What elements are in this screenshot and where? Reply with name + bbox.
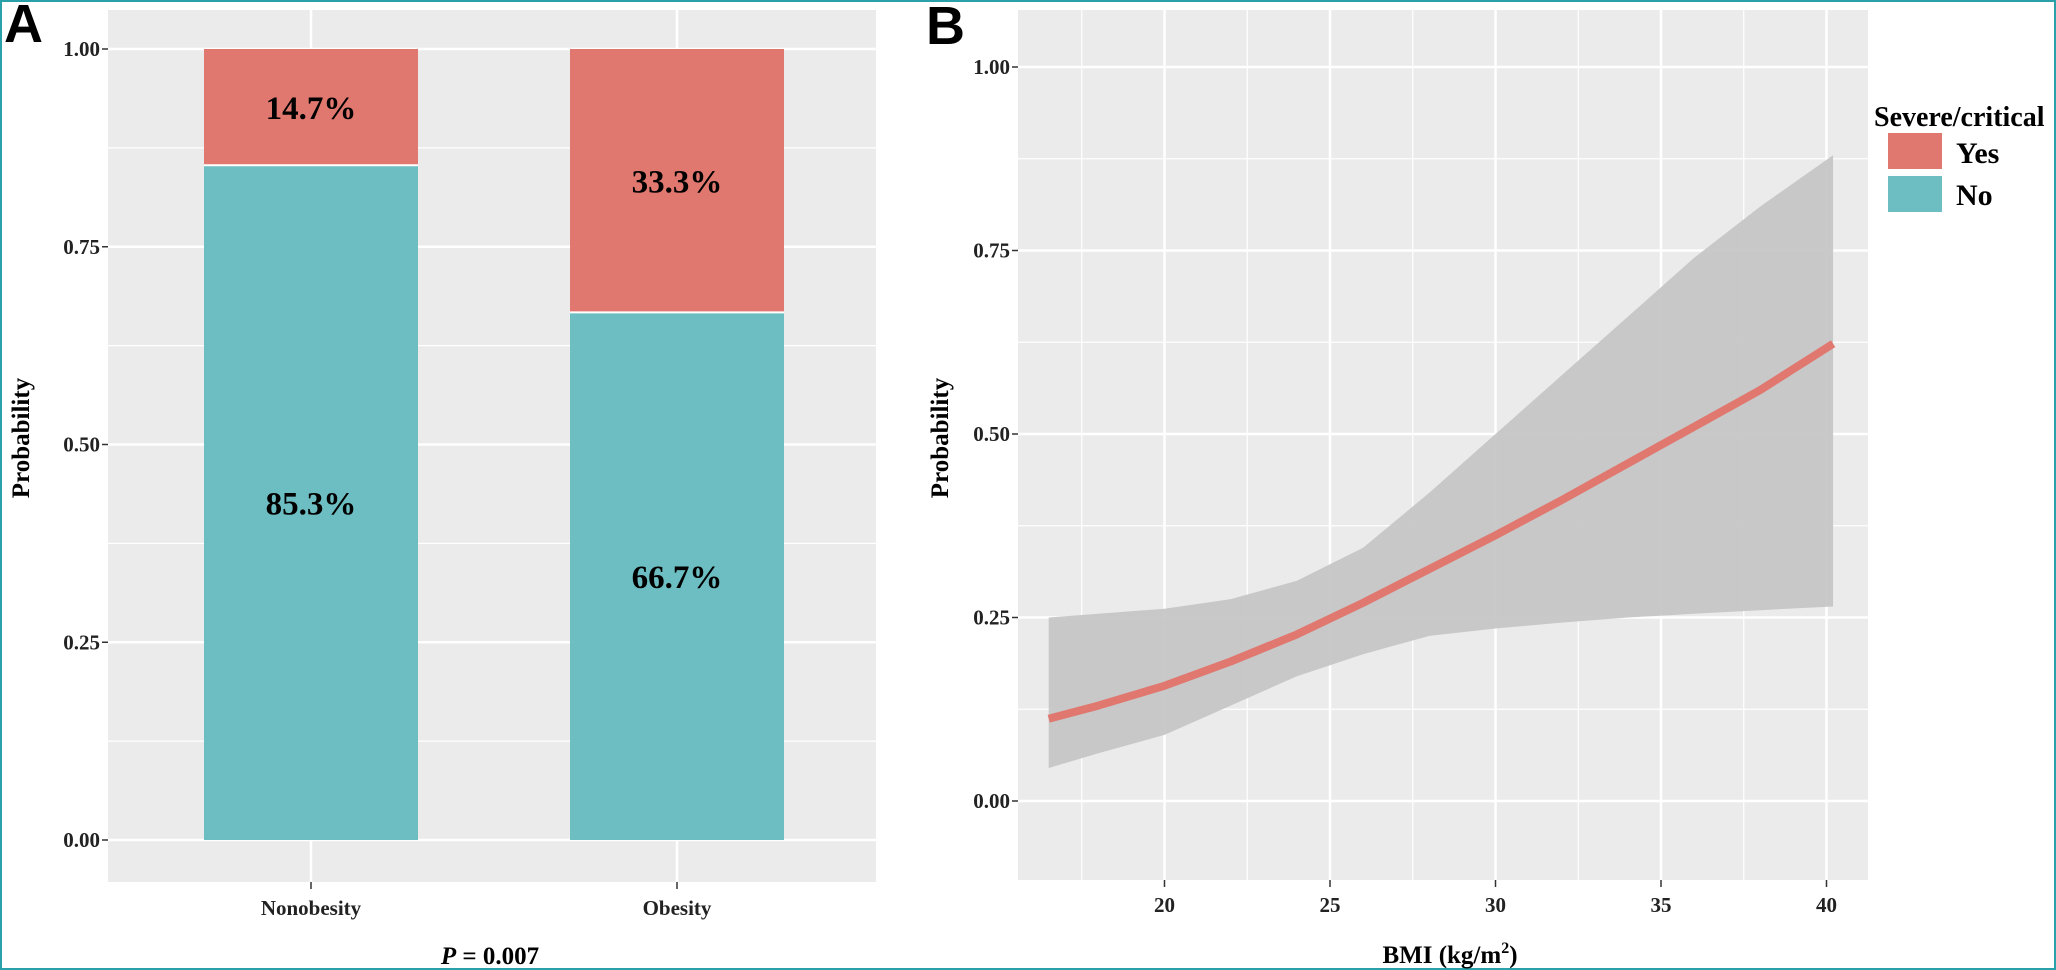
x-axis-title-superscript: 2 [1501,940,1509,957]
panel-b-y-ticks: 0.00 0.25 0.50 0.75 1.00 [973,55,1018,813]
bar-label-yes: 33.3% [632,165,723,201]
p-symbol: P [440,943,457,970]
panel-a-x-axis-title: P = 0.007 [440,943,539,970]
panel-b: 0.00 0.25 0.50 0.75 1.00 20 25 30 35 40 B Probab… [926,0,2045,969]
panel-b-x-axis-title: BMI (kg/m2) [1382,940,1517,969]
legend-swatch-no [1888,176,1942,212]
x-axis-title-close: ) [1509,942,1517,969]
x-tick-label: 40 [1816,893,1837,917]
panel-b-letter: B [926,0,965,56]
x-tick-label: Nonobesity [261,896,362,920]
y-tick-label: 0.25 [973,606,1010,630]
bar-label-no: 85.3% [266,487,357,523]
bar-label-yes: 14.7% [266,91,357,127]
bar-no [204,165,418,841]
y-tick-label: 0.00 [63,828,100,852]
panel-a: 85.3% 14.7% 66.7% 33.3% 0.00 0.25 0.50 0.75 1.0… [4,0,876,970]
bar-yes [570,49,784,313]
probability-curve-yes [1047,340,1836,723]
panel-a-letter: A [4,0,43,54]
y-tick-label: 0.50 [63,433,100,457]
x-tick-label: Obesity [643,896,712,920]
x-tick-label: 30 [1485,893,1506,917]
legend-label-no: No [1956,179,1993,212]
x-tick-label: 35 [1651,893,1672,917]
p-value: = 0.007 [456,943,539,970]
y-tick-label: 0.50 [973,422,1010,446]
panel-a-y-ticks: 0.00 0.25 0.50 0.75 1.00 [63,37,108,852]
bar-yes [204,49,418,166]
bar-label-no: 66.7% [632,560,723,596]
panel-a-bars: 85.3% 14.7% 66.7% 33.3% [204,49,784,841]
panel-b-x-ticks: 20 25 30 35 40 [1154,880,1837,917]
y-tick-label: 0.00 [973,789,1010,813]
panel-a-y-axis-title: Probability [8,377,35,498]
confidence-band [1048,155,1834,769]
y-tick-label: 0.25 [63,630,100,654]
x-axis-title-text: BMI (kg/m [1382,942,1501,969]
legend-title: Severe/critical [1874,102,2045,133]
y-tick-label: 0.75 [973,239,1010,263]
legend-swatch-yes [1888,133,1942,169]
y-tick-label: 0.75 [63,235,100,259]
legend-label-yes: Yes [1956,137,1999,170]
panel-a-x-ticks: Nonobesity Obesity [261,882,712,920]
legend: Severe/critical Yes No [1874,102,2045,212]
panel-b-y-axis-title: Probability [927,377,954,498]
bar-no [570,312,784,840]
y-tick-label: 1.00 [973,55,1010,79]
x-tick-label: 20 [1154,893,1175,917]
x-tick-label: 25 [1320,893,1341,917]
y-tick-label: 1.00 [63,37,100,61]
